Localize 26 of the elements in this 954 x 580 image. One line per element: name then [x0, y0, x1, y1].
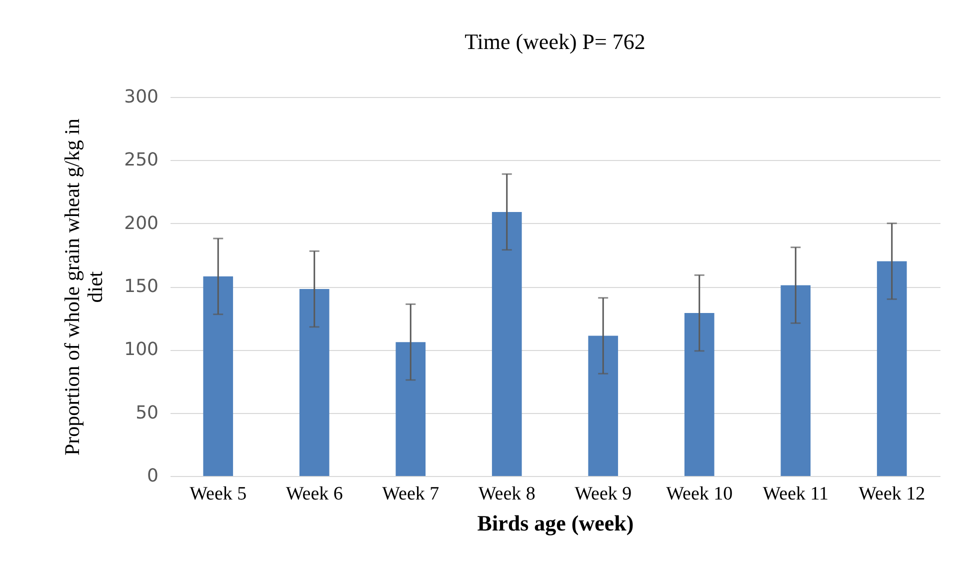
x-tick-label: Week 12	[858, 484, 926, 504]
x-tick-label: Week 11	[762, 484, 829, 504]
y-tick-label: 0	[147, 466, 158, 486]
y-tick-label: 200	[124, 212, 158, 234]
x-tick-label: Week 9	[574, 484, 632, 504]
bar	[299, 289, 330, 476]
bar	[492, 212, 522, 476]
y-tick-label: 50	[136, 402, 158, 424]
bar	[588, 336, 618, 476]
y-tick-label: 100	[124, 339, 158, 360]
y-tick-label: 150	[124, 276, 158, 297]
x-axis-title: Birds age (week)	[477, 510, 634, 536]
bar	[780, 285, 811, 476]
x-tick-label: Week 8	[478, 484, 536, 504]
x-tick-label: Week 7	[382, 484, 440, 504]
x-tick-label: Week 6	[286, 484, 343, 504]
y-axis-title: Proportion of whole grain wheat g/kg in diet	[60, 118, 108, 456]
bar	[684, 313, 714, 476]
y-tick-label: 300	[124, 86, 158, 108]
chart-title: Time (week) P= 762	[464, 29, 646, 54]
bar	[203, 276, 234, 476]
x-tick-label: Week 5	[190, 484, 247, 504]
y-tick-label: 250	[124, 150, 158, 171]
bar	[876, 261, 907, 476]
bar	[396, 342, 426, 476]
x-tick-label: Week 10	[666, 484, 733, 504]
